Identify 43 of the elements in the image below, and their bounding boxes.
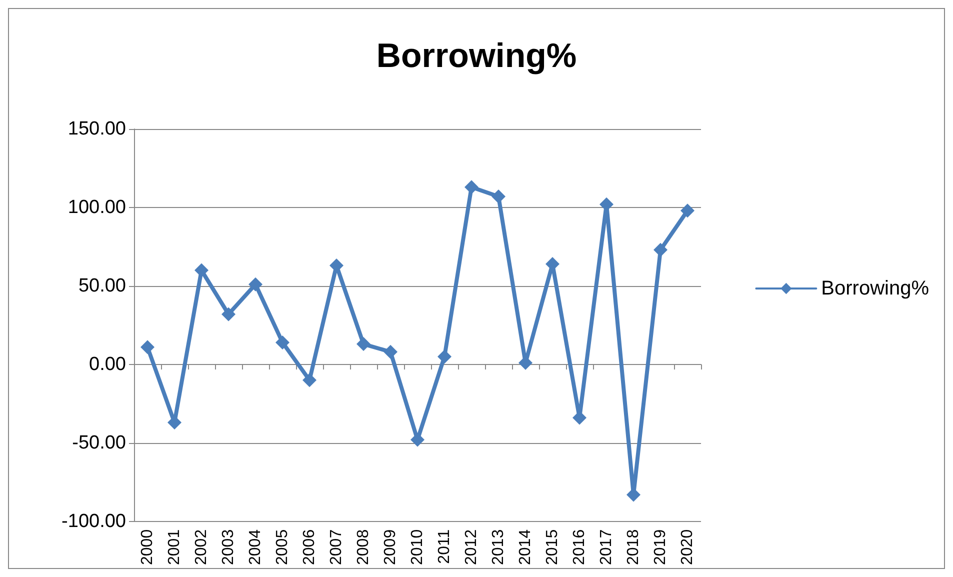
x-tick-label: 2020 xyxy=(679,529,696,565)
x-tick-label: 2009 xyxy=(382,529,399,565)
point xyxy=(464,180,478,194)
x-tick-label: 2018 xyxy=(625,529,642,565)
x-tick-label: 2003 xyxy=(220,529,237,565)
x-tick-label: 2015 xyxy=(544,529,561,565)
y-tick-label: 0.00 xyxy=(89,354,126,375)
point xyxy=(356,337,370,352)
x-tick-label: 2011 xyxy=(436,529,453,564)
point xyxy=(384,344,398,359)
point xyxy=(248,277,262,292)
x-tick-label: 2017 xyxy=(598,529,615,565)
x-tick-label: 2012 xyxy=(463,529,480,565)
x-tick-label: 2010 xyxy=(409,529,426,565)
legend-label: Borrowing% xyxy=(821,278,930,300)
point xyxy=(140,340,154,354)
y-tick-label: 100.00 xyxy=(68,196,126,218)
x-tick-label: 2014 xyxy=(517,529,534,565)
point xyxy=(654,242,668,257)
point xyxy=(680,204,694,218)
point xyxy=(410,432,424,447)
point xyxy=(222,307,236,322)
point xyxy=(302,373,316,388)
x-tick-label: 2002 xyxy=(193,529,210,565)
y-tick-label: -50.00 xyxy=(72,432,126,454)
x-tick-label: 2000 xyxy=(139,529,156,565)
point xyxy=(276,335,290,350)
x-tick-label: 2019 xyxy=(652,529,669,565)
x-tick-label: 2007 xyxy=(328,529,345,565)
x-tick-label: 2004 xyxy=(247,529,264,565)
y-tick-label: 150.00 xyxy=(68,118,126,140)
point xyxy=(194,263,208,278)
point xyxy=(438,350,452,364)
y-tick-label: 50.00 xyxy=(78,275,126,296)
x-tick-label: 2005 xyxy=(274,529,291,565)
x-tick-label: 2006 xyxy=(301,529,318,565)
x-tick-label: 2016 xyxy=(571,529,588,565)
x-tick-label: 2008 xyxy=(355,529,372,565)
x-tick-label: 2001 xyxy=(166,529,183,565)
x-tick-label: 2013 xyxy=(490,529,507,565)
point xyxy=(492,189,506,204)
y-tick-label: -100.00 xyxy=(62,510,126,532)
chart-title: Borrowing% xyxy=(376,37,577,75)
